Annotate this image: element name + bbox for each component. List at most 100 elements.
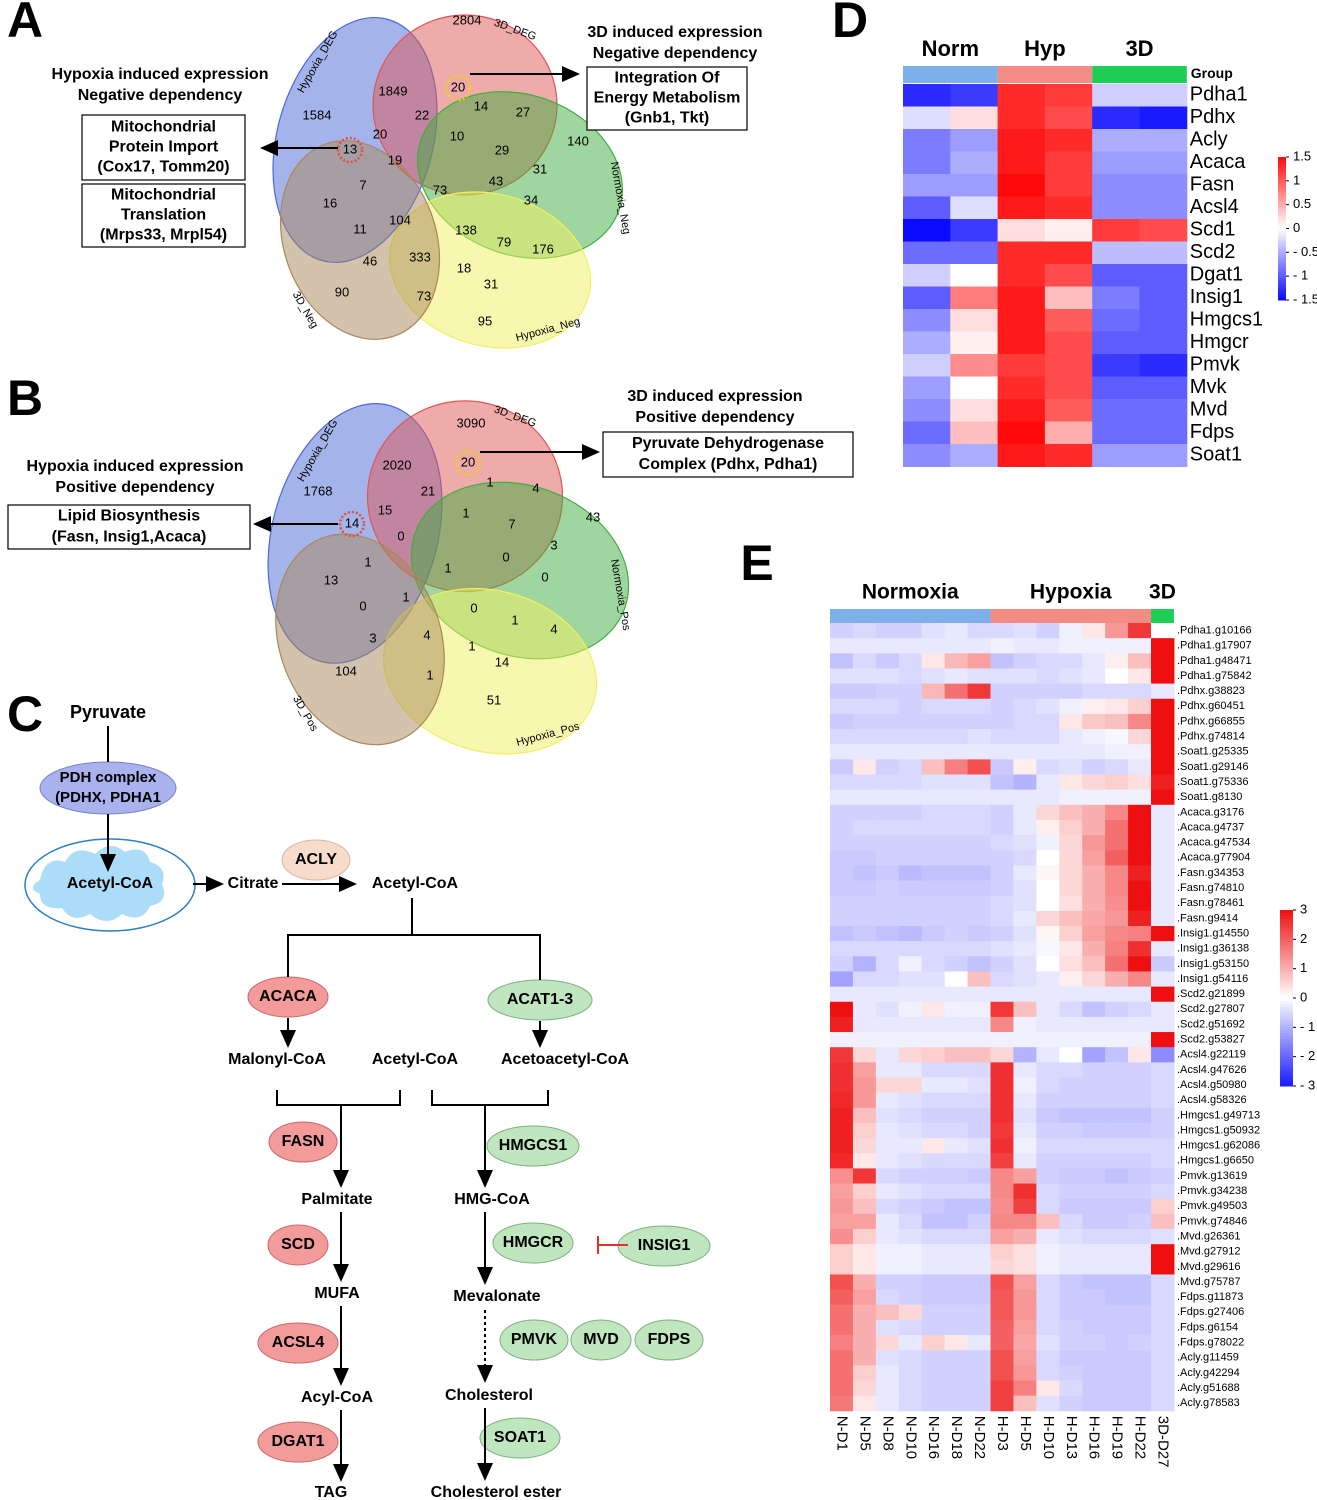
colorbar-step — [1280, 912, 1293, 917]
row-label: .Soat1.g29146 — [1177, 761, 1249, 773]
colorbar-step — [1278, 285, 1286, 289]
heatmap-cell — [898, 850, 923, 866]
colorbar-step — [1280, 948, 1293, 952]
heatmap-cell — [967, 789, 992, 806]
heatmap-cell — [1128, 1335, 1152, 1351]
heatmap-cell — [1059, 941, 1083, 957]
heatmap-cell — [1092, 309, 1140, 332]
intersection-count: 90 — [335, 284, 349, 299]
heatmap-cell — [1105, 683, 1129, 700]
heatmap-cell — [997, 84, 1046, 107]
heatmap-cell — [990, 1229, 1014, 1245]
heatmap-cell — [997, 151, 1046, 175]
heatmap-cell — [1013, 971, 1037, 988]
colorbar-step — [1278, 180, 1286, 184]
heatmap-cell — [903, 174, 951, 197]
heatmap-cell — [967, 1107, 992, 1124]
heatmap-cell — [830, 1153, 854, 1169]
heatmap-cell — [1128, 1319, 1152, 1336]
heatmap-cell — [1082, 956, 1106, 972]
colorbar-step — [1278, 159, 1286, 163]
heatmap-cell — [898, 1077, 923, 1094]
heatmap-cell — [1013, 880, 1037, 897]
heatmap-cell — [1151, 1259, 1175, 1275]
heatmap-cell — [1128, 1274, 1152, 1291]
colorbar-step — [1278, 216, 1286, 220]
heatmap-cell — [1013, 1153, 1037, 1169]
heatmap-cell — [1036, 638, 1060, 654]
heatmap-cell — [898, 1168, 923, 1185]
heatmap-cell — [852, 910, 877, 927]
intersection-count: 138 — [455, 222, 477, 237]
heatmap-cell — [1128, 729, 1152, 745]
heatmap-cell — [1105, 789, 1129, 806]
heatmap-cell — [1151, 668, 1175, 685]
heatmap-cell — [898, 1138, 923, 1154]
heatmap-cell — [1128, 1350, 1152, 1366]
heatmap-cell — [967, 1350, 992, 1366]
intersection-count: 0 — [397, 528, 404, 543]
heatmap-cell — [1139, 444, 1188, 467]
annotation-text: (Fasn, Insig1,Acaca) — [52, 529, 207, 546]
colorbar-step — [1278, 280, 1286, 284]
heatmap-cell — [967, 1229, 992, 1245]
heatmap-cell — [921, 713, 946, 730]
heatmap-cell — [1082, 895, 1106, 912]
intersection-count: 79 — [497, 234, 511, 249]
column-label: N-D1 — [833, 1416, 850, 1451]
heatmap-cell — [1082, 1001, 1106, 1018]
heatmap-cell — [875, 865, 900, 882]
heatmap-cell — [921, 1047, 946, 1063]
row-label: Mvk — [1190, 376, 1228, 398]
heatmap-cell — [1139, 331, 1188, 355]
heatmap-cell — [1013, 865, 1037, 882]
heatmap-cell — [967, 1047, 992, 1063]
intersection-count: 11 — [353, 221, 367, 236]
heatmap-cell — [1139, 219, 1188, 242]
annotation-heading: Positive dependency — [635, 409, 794, 426]
colorbar-step — [1280, 989, 1293, 993]
group-bar — [830, 609, 991, 623]
heatmap-cell — [1082, 850, 1106, 866]
intersection-count: 1 — [468, 638, 475, 653]
column-label: H-D13 — [1063, 1416, 1080, 1459]
heatmap-cell — [1036, 1138, 1060, 1154]
heatmap-cell — [1151, 1244, 1175, 1260]
heatmap-cell — [852, 865, 877, 882]
heatmap-cell — [921, 1274, 946, 1291]
heatmap-cell — [921, 1183, 946, 1200]
heatmap-cell — [1059, 971, 1083, 988]
heatmap-cell — [990, 1380, 1014, 1397]
heatmap-cell — [1036, 1183, 1060, 1200]
heatmap-cell — [1092, 174, 1140, 197]
heatmap-cell — [1013, 1016, 1037, 1033]
heatmap-cell — [830, 623, 854, 639]
row-label: .Fdps.g27406 — [1177, 1306, 1244, 1318]
heatmap-cell — [1036, 1395, 1060, 1412]
colorbar-step — [1278, 276, 1286, 280]
heatmap-cell — [898, 1335, 923, 1351]
heatmap-cell — [921, 1122, 946, 1139]
row-label: .Scd2.g51692 — [1177, 1018, 1245, 1030]
heatmap-cell — [944, 895, 969, 912]
group-bar — [1151, 609, 1174, 623]
heatmap-cell — [1059, 1001, 1083, 1018]
heatmap-cell — [997, 354, 1046, 377]
heatmap-cell — [921, 971, 946, 988]
heatmap-cell — [1151, 1062, 1175, 1078]
heatmap-cell — [1059, 835, 1083, 851]
heatmap-cell — [830, 1304, 854, 1321]
heatmap-cell — [1151, 1395, 1175, 1412]
colorbar-step — [1280, 939, 1293, 943]
heatmap-cell — [921, 1380, 946, 1397]
heatmap-cell — [852, 941, 877, 957]
colorbar-step — [1278, 171, 1286, 175]
column-label: N-D5 — [856, 1416, 873, 1451]
intersection-count: 0 — [541, 569, 548, 584]
heatmap-cell — [830, 1016, 854, 1033]
colorbar-step — [1278, 195, 1286, 199]
heatmap-cell — [990, 789, 1014, 806]
heatmap-cell — [944, 1077, 969, 1094]
heatmap-cell — [1128, 698, 1152, 715]
colorbar-step — [1280, 1039, 1293, 1043]
